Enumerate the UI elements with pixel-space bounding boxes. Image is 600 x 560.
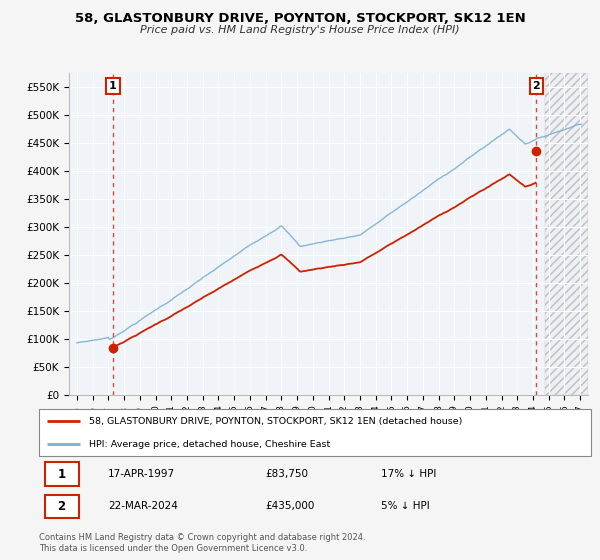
Text: Contains HM Land Registry data © Crown copyright and database right 2024.
This d: Contains HM Land Registry data © Crown c…: [39, 533, 365, 553]
Text: 58, GLASTONBURY DRIVE, POYNTON, STOCKPORT, SK12 1EN (detached house): 58, GLASTONBURY DRIVE, POYNTON, STOCKPOR…: [89, 417, 462, 426]
Text: Price paid vs. HM Land Registry's House Price Index (HPI): Price paid vs. HM Land Registry's House …: [140, 25, 460, 35]
Bar: [545, 73, 588, 395]
Text: 58, GLASTONBURY DRIVE, POYNTON, STOCKPORT, SK12 1EN: 58, GLASTONBURY DRIVE, POYNTON, STOCKPOR…: [74, 12, 526, 25]
Text: 22-MAR-2024: 22-MAR-2024: [108, 501, 178, 511]
Text: 17% ↓ HPI: 17% ↓ HPI: [381, 469, 437, 479]
Text: 2: 2: [533, 81, 540, 91]
Text: £435,000: £435,000: [265, 501, 314, 511]
FancyBboxPatch shape: [44, 463, 79, 486]
Text: 1: 1: [109, 81, 117, 91]
Text: 2: 2: [58, 500, 65, 513]
Text: £83,750: £83,750: [265, 469, 308, 479]
Text: 5% ↓ HPI: 5% ↓ HPI: [381, 501, 430, 511]
Text: 17-APR-1997: 17-APR-1997: [108, 469, 175, 479]
Bar: [545, 73, 588, 395]
Text: HPI: Average price, detached house, Cheshire East: HPI: Average price, detached house, Ches…: [89, 440, 330, 449]
FancyBboxPatch shape: [44, 494, 79, 518]
Text: 1: 1: [58, 468, 65, 480]
